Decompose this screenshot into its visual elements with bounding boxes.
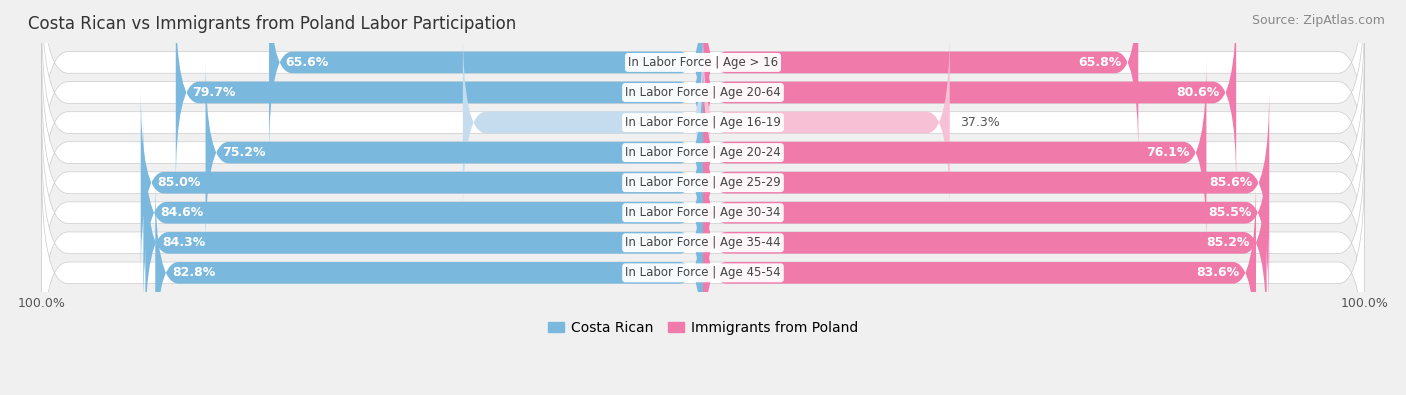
FancyBboxPatch shape	[703, 179, 1256, 367]
Text: In Labor Force | Age 30-34: In Labor Force | Age 30-34	[626, 206, 780, 219]
FancyBboxPatch shape	[463, 28, 703, 217]
Text: 65.6%: 65.6%	[285, 56, 329, 69]
FancyBboxPatch shape	[42, 43, 1364, 262]
FancyBboxPatch shape	[269, 0, 703, 157]
FancyBboxPatch shape	[143, 118, 703, 307]
Text: 80.6%: 80.6%	[1177, 86, 1219, 99]
Text: 83.6%: 83.6%	[1197, 266, 1240, 279]
FancyBboxPatch shape	[42, 0, 1364, 172]
FancyBboxPatch shape	[703, 58, 1206, 247]
Text: 37.3%: 37.3%	[960, 116, 1000, 129]
Text: In Labor Force | Age 16-19: In Labor Force | Age 16-19	[626, 116, 780, 129]
Text: In Labor Force | Age 25-29: In Labor Force | Age 25-29	[626, 176, 780, 189]
Text: 82.8%: 82.8%	[172, 266, 215, 279]
Text: 65.8%: 65.8%	[1078, 56, 1122, 69]
FancyBboxPatch shape	[176, 0, 703, 187]
FancyBboxPatch shape	[42, 73, 1364, 292]
Text: Source: ZipAtlas.com: Source: ZipAtlas.com	[1251, 14, 1385, 27]
Text: 36.3%: 36.3%	[654, 116, 693, 129]
FancyBboxPatch shape	[42, 103, 1364, 322]
Text: In Labor Force | Age 35-44: In Labor Force | Age 35-44	[626, 236, 780, 249]
Text: 76.1%: 76.1%	[1146, 146, 1189, 159]
FancyBboxPatch shape	[42, 13, 1364, 232]
FancyBboxPatch shape	[42, 0, 1364, 202]
Text: In Labor Force | Age 20-24: In Labor Force | Age 20-24	[626, 146, 780, 159]
FancyBboxPatch shape	[703, 88, 1270, 277]
Text: 85.0%: 85.0%	[157, 176, 201, 189]
Text: In Labor Force | Age > 16: In Labor Force | Age > 16	[628, 56, 778, 69]
Text: 85.6%: 85.6%	[1209, 176, 1253, 189]
Text: 84.3%: 84.3%	[162, 236, 205, 249]
Text: In Labor Force | Age 20-64: In Labor Force | Age 20-64	[626, 86, 780, 99]
Text: 85.5%: 85.5%	[1209, 206, 1253, 219]
FancyBboxPatch shape	[703, 0, 1236, 187]
FancyBboxPatch shape	[42, 134, 1364, 352]
FancyBboxPatch shape	[703, 118, 1268, 307]
FancyBboxPatch shape	[145, 149, 703, 337]
Legend: Costa Rican, Immigrants from Poland: Costa Rican, Immigrants from Poland	[543, 315, 863, 340]
Text: 85.2%: 85.2%	[1206, 236, 1250, 249]
Text: 79.7%: 79.7%	[193, 86, 236, 99]
FancyBboxPatch shape	[155, 179, 703, 367]
Text: 84.6%: 84.6%	[160, 206, 202, 219]
Text: In Labor Force | Age 45-54: In Labor Force | Age 45-54	[626, 266, 780, 279]
FancyBboxPatch shape	[703, 0, 1139, 157]
FancyBboxPatch shape	[703, 28, 949, 217]
FancyBboxPatch shape	[205, 58, 703, 247]
Text: Costa Rican vs Immigrants from Poland Labor Participation: Costa Rican vs Immigrants from Poland La…	[28, 15, 516, 33]
Text: 75.2%: 75.2%	[222, 146, 266, 159]
FancyBboxPatch shape	[42, 164, 1364, 382]
FancyBboxPatch shape	[703, 149, 1267, 337]
FancyBboxPatch shape	[141, 88, 703, 277]
